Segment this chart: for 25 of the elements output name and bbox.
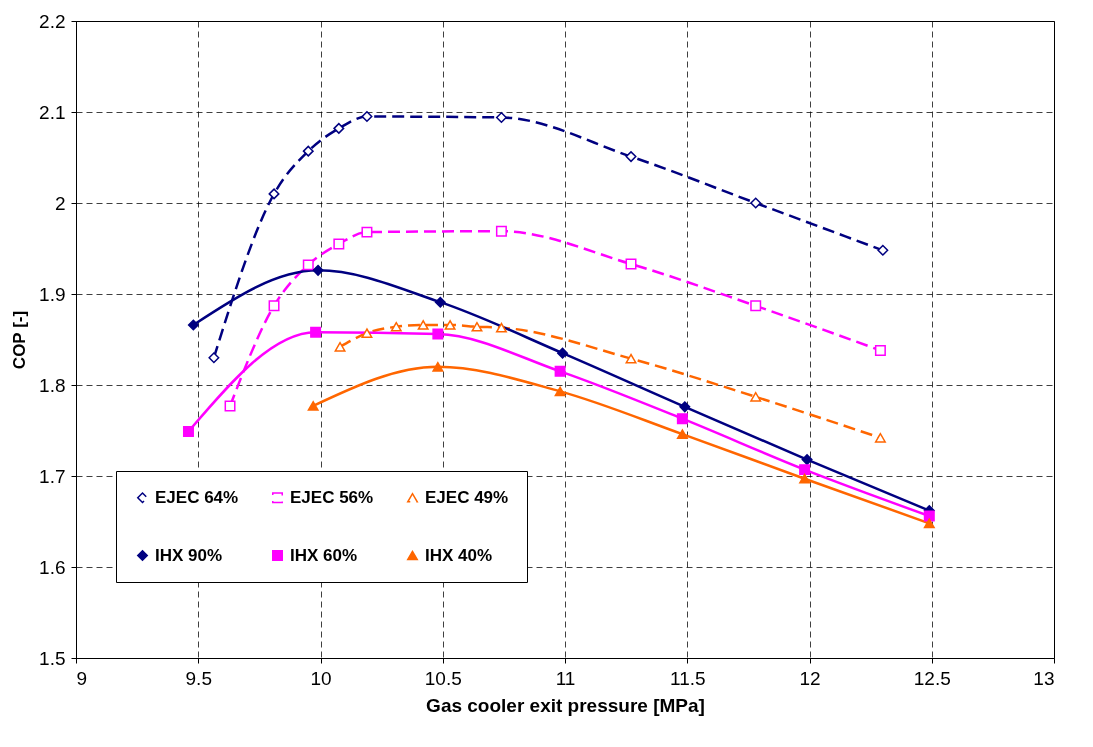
y-tick-label: 1.7 [39, 465, 66, 487]
y-tick-label: 2.1 [39, 101, 66, 123]
x-tick-label: 10.5 [424, 667, 462, 689]
y-tick-label: 1.5 [39, 647, 66, 669]
y-tick-label: 2 [54, 192, 66, 214]
x-tick-label: 10 [310, 667, 332, 689]
legend-label: IHX 60% [290, 545, 358, 565]
y-tick-label: 1.9 [39, 283, 66, 305]
y-tick-label: 1.6 [39, 556, 66, 578]
x-tick-label: 12.5 [913, 667, 951, 689]
y-tick-label: 1.8 [39, 374, 66, 396]
x-tick-label: 12 [799, 667, 821, 689]
legend-label: IHX 40% [425, 545, 493, 565]
legend-label: IHX 90% [155, 545, 223, 565]
y-tick-label: 2.2 [39, 10, 66, 32]
x-tick-label: 9 [76, 667, 88, 689]
x-axis-title: Gas cooler exit pressure [MPa] [426, 694, 705, 716]
legend-label: EJEC 64% [155, 487, 239, 507]
x-tick-label: 11 [555, 667, 576, 689]
legend-label: EJEC 49% [425, 487, 509, 507]
x-tick-label: 9.5 [185, 667, 212, 689]
x-tick-label: 13 [1033, 667, 1055, 689]
x-tick-label: 11.5 [669, 667, 706, 689]
y-axis-title: COP [-] [10, 310, 30, 370]
legend-label: EJEC 56% [290, 487, 374, 507]
